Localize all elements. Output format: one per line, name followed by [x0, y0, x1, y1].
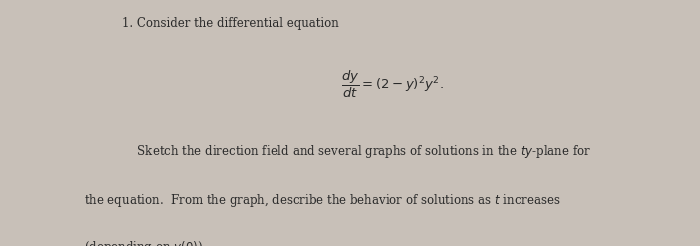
Text: Sketch the direction field and several graphs of solutions in the $ty$-plane for: Sketch the direction field and several g… — [122, 143, 591, 160]
Text: (depending on $y(0)$).: (depending on $y(0)$). — [84, 239, 206, 246]
Text: $\dfrac{dy}{dt} = (2-y)^2y^2.$: $\dfrac{dy}{dt} = (2-y)^2y^2.$ — [341, 69, 443, 100]
Text: the equation.  From the graph, describe the behavior of solutions as $t$ increas: the equation. From the graph, describe t… — [84, 192, 561, 209]
Text: 1. Consider the differential equation: 1. Consider the differential equation — [122, 17, 340, 30]
